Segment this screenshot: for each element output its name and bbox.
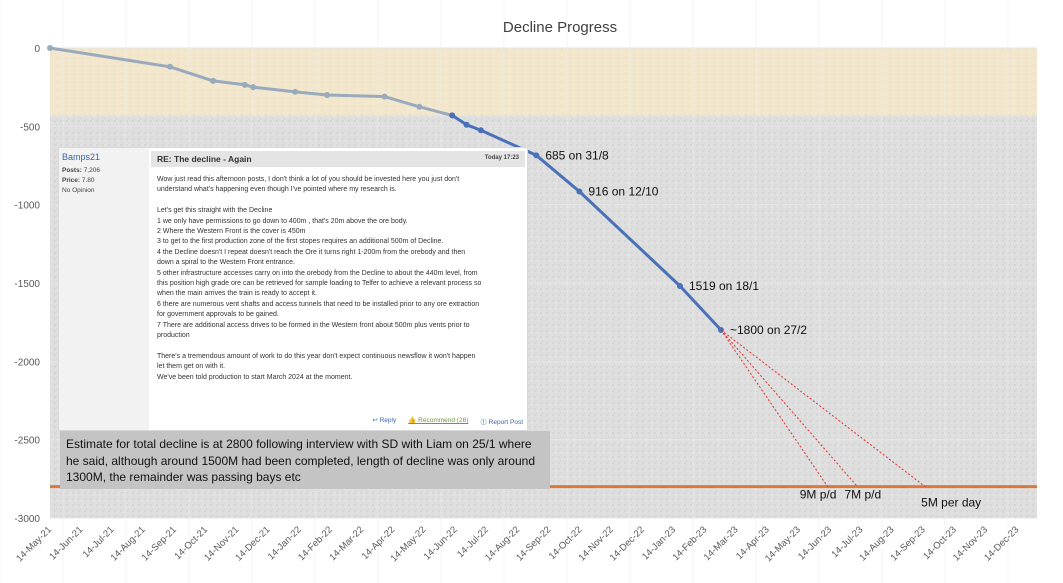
y-tick-label: -1000: [14, 201, 40, 212]
data-labels-group: 685 on 31/8 916 on 12/10 1519 on 18/1 ~1800…: [545, 148, 807, 337]
cover-band: [50, 48, 1037, 116]
forum-post: Bamps21 Posts: 7,206 Price: 7.80 No Opin…: [58, 147, 528, 431]
data-point: [477, 127, 484, 134]
y-tick-label: -2000: [14, 357, 40, 368]
data-point: [167, 63, 174, 70]
projection-line: [720, 329, 829, 487]
post-body-line: 5 other infrastructure accesses carry on…: [157, 269, 478, 277]
post-opinion: No Opinion: [62, 187, 95, 194]
post-date: Today 17:23: [484, 155, 519, 161]
posts-value: 7,206: [83, 167, 100, 174]
reply-link[interactable]: ↩ Reply: [372, 417, 397, 424]
projections-group: 9M p/d 7M p/d 5M per day: [720, 329, 981, 510]
data-point: [463, 121, 470, 128]
data-point: [676, 282, 683, 289]
data-point: [241, 81, 248, 88]
post-body-line: 7 There are additional access drives to …: [157, 321, 470, 329]
data-point: [449, 112, 456, 119]
y-tick-label: -3000: [14, 514, 40, 525]
post-body-line: 6 there are numerous vent shafts and acc…: [157, 300, 480, 308]
data-label: 1519 on 18/1: [689, 279, 759, 293]
post-count: Posts: 7,206: [62, 167, 100, 174]
data-point: [210, 77, 217, 84]
post-body-line: Let's get this straight with the Decline: [157, 207, 273, 215]
y-tick-label: -2500: [14, 436, 40, 447]
recommend-link[interactable]: 👍 Recommend (26): [408, 417, 469, 424]
data-label: 685 on 31/8: [545, 148, 609, 162]
data-label: 916 on 12/10: [588, 185, 658, 199]
y-tick-label: 0: [34, 44, 40, 55]
post-price: Price: 7.80: [62, 177, 95, 184]
data-point: [381, 93, 388, 100]
post-body-line: this position high grade ore can be retr…: [157, 280, 482, 288]
post-body-line: We've been told production to start Marc…: [157, 373, 353, 381]
post-body-line: 2 Where the Western Front is the cover i…: [157, 228, 306, 236]
post-actions: ↩ Reply 👍 Recommend (26) ⓵ Report Post: [372, 416, 523, 426]
post-sidebar: Bamps21 Posts: 7,206 Price: 7.80 No Opin…: [59, 148, 149, 430]
post-body-line: down a spiral to the Western Front entra…: [157, 259, 295, 267]
series-line: [49, 46, 453, 117]
x-tick-label: 14-Jun-23: [796, 524, 834, 562]
data-point: [324, 92, 331, 98]
report-label: Report Post: [488, 419, 523, 426]
post-body-line: [157, 196, 523, 206]
post-subject: RE: The decline - Again: [157, 154, 252, 164]
data-point: [416, 103, 423, 110]
post-body-line: understand what's happening even though …: [157, 186, 397, 194]
posts-label: Posts:: [62, 167, 82, 174]
post-body-line: production: [157, 332, 190, 340]
post-body-line: 4 the Decline doesn't I repeat doesn't r…: [157, 248, 466, 256]
data-point: [250, 84, 257, 91]
post-body-line: Wow just read this afternoon posts, I do…: [157, 176, 460, 183]
report-link[interactable]: ⓵ Report Post: [480, 419, 523, 426]
x-tick-label: 14-Jun-21: [47, 524, 85, 562]
projection-label: 7M p/d: [844, 488, 881, 502]
chart-title: Decline Progress: [503, 19, 617, 36]
price-value: 7.80: [81, 177, 95, 184]
projection-label: 9M p/d: [800, 488, 837, 502]
post-body-line: There's a tremendous amount of work to d…: [157, 352, 476, 360]
x-tick-label: 14-Mar-22: [327, 524, 366, 563]
projection-line: [720, 329, 858, 487]
post-body-line: 1 we only have permissions to go down to…: [157, 217, 408, 225]
post-body-line: let them get on with it.: [157, 363, 226, 371]
projection-label: 5M per day: [921, 496, 981, 510]
data-point: [47, 45, 53, 51]
post-body: Wow just read this afternoon posts, I do…: [157, 175, 523, 383]
y-tick-label: -1500: [14, 279, 40, 290]
post-body-line: [157, 341, 523, 351]
post-body-line: for government approvals to be gained.: [157, 311, 279, 319]
projection-line: [720, 329, 926, 488]
data-point: [533, 152, 540, 159]
post-username[interactable]: Bamps21: [62, 152, 101, 162]
series-group: [47, 45, 724, 333]
y-axis: 0 -500 -1000 -1500 -2000 -2500 -3000: [14, 44, 40, 525]
estimate-note: Estimate for total decline is at 2800 fo…: [60, 431, 550, 489]
post-header: RE: The decline - Again Today 17:23: [151, 151, 525, 167]
post-body-line: when the main arrives the train is ready…: [157, 290, 317, 298]
x-tick-label: 14-May-21: [14, 524, 54, 564]
recommend-label: Recommend (26): [418, 417, 469, 424]
reply-label: Reply: [379, 417, 397, 424]
price-label: Price:: [62, 177, 81, 184]
post-body-line: 3 to get to the first production zone of…: [157, 238, 444, 246]
data-label: ~1800 on 27/2: [730, 323, 807, 337]
x-tick-label: 14-Mar-23: [702, 524, 741, 563]
y-tick-label: -500: [20, 122, 40, 133]
x-axis: 14-May-2114-Jun-2114-Jul-2114-Aug-2114-S…: [14, 524, 1021, 564]
data-point: [576, 188, 583, 195]
data-point: [292, 88, 299, 95]
